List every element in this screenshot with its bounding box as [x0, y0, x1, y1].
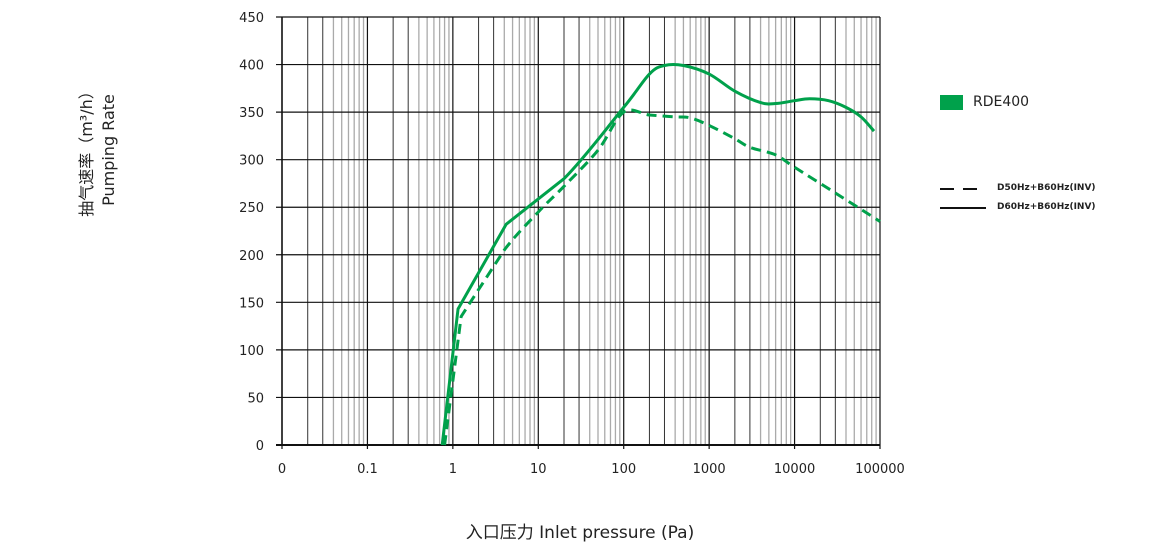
series-line-solid	[440, 62, 876, 446]
x-tick-label: 0.1	[357, 462, 378, 477]
y-tick-label: 0	[256, 439, 264, 454]
y-tick-label: 300	[239, 154, 264, 169]
legend-model-name: RDE400	[973, 94, 1030, 110]
y-axis-label-en: Pumping Rate	[99, 94, 118, 206]
x-tick-label: 1	[449, 462, 457, 477]
legend-model-swatch	[940, 95, 963, 110]
series-line-dashed	[443, 108, 881, 446]
y-tick-label: 350	[239, 106, 264, 121]
y-tick-label: 400	[239, 59, 264, 74]
y-tick-label: 50	[247, 391, 264, 406]
x-tick-label: 100	[611, 462, 636, 477]
x-tick-label: 100000	[855, 462, 905, 477]
x-tick-label: 1000	[693, 462, 726, 477]
y-axis-label: 抽气速率（m³/h） Pumping Rate	[76, 0, 120, 300]
y-tick-label: 200	[239, 249, 264, 264]
x-tick-label: 10000	[774, 462, 815, 477]
y-tick-label: 450	[239, 11, 264, 26]
y-tick-label: 150	[239, 296, 264, 311]
legend-solid-label: D60Hz+B60Hz(INV)	[997, 202, 1096, 212]
y-axis-label-cn: 抽气速率（m³/h）	[77, 83, 96, 217]
x-axis-label: 入口压力 Inlet pressure (Pa)	[465, 523, 695, 543]
y-tick-label: 250	[239, 201, 264, 216]
legend-dashed-label: D50Hz+B60Hz(INV)	[997, 183, 1096, 193]
y-tick-label: 100	[239, 344, 264, 359]
x-tick-label: 0	[278, 462, 286, 477]
x-tick-label: 10	[530, 462, 547, 477]
